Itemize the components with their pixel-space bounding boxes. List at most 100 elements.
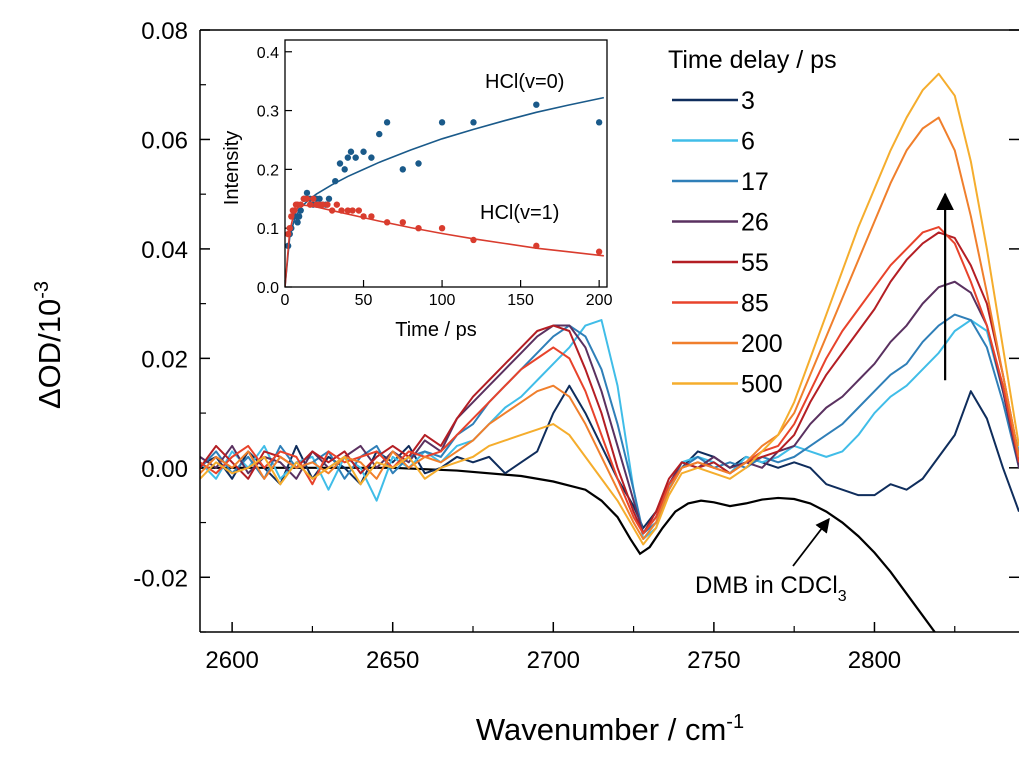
inset-point-1 <box>338 207 345 214</box>
inset-point-0 <box>533 101 540 108</box>
series-line-85 <box>200 226 1019 535</box>
series-line-200 <box>200 116 1019 540</box>
reference-label: DMB in CDCl3 <box>695 572 847 605</box>
y-axis-title: ΔOD/10-3 <box>31 281 67 409</box>
inset-point-0 <box>347 148 355 155</box>
inset-point-0 <box>294 219 301 226</box>
inset-series-label-v0: HCl(v=0) <box>485 71 564 93</box>
inset-point-0 <box>399 166 407 173</box>
y-tick-label: 0.08 <box>141 18 188 45</box>
inset-point-1 <box>399 219 407 226</box>
series-line-26 <box>200 280 1019 535</box>
legend-label-55: 55 <box>741 249 769 277</box>
legend-label-6: 6 <box>741 128 755 156</box>
inset-point-1 <box>368 213 375 220</box>
legend-title: Time delay / ps <box>668 46 837 74</box>
series-lines <box>200 72 1019 546</box>
y-tick-label: 0.02 <box>141 346 188 373</box>
x-tick-label: 2800 <box>848 647 901 674</box>
series-line-55 <box>200 231 1019 535</box>
x-tick-label: 2600 <box>205 647 258 674</box>
inset-point-1 <box>328 207 336 214</box>
inset-point-0 <box>297 207 304 214</box>
inset-point-1 <box>333 201 341 208</box>
series-line-500 <box>200 72 1019 546</box>
inset-point-0 <box>316 195 323 202</box>
inset-point-0 <box>438 119 446 126</box>
inset-point-1 <box>297 201 304 208</box>
x-tick-label: 2700 <box>527 647 580 674</box>
inset-point-1 <box>291 207 298 214</box>
x-tick-label: 2650 <box>366 647 419 674</box>
inset-point-0 <box>332 177 339 185</box>
inset-point-1 <box>349 207 356 214</box>
reference-line <box>200 466 937 632</box>
legend-label-200: 200 <box>741 330 783 358</box>
inset-point-0 <box>415 160 422 167</box>
inset-series-label-v1: HCl(v=1) <box>480 202 559 224</box>
inset-y-tick-label: 0.1 <box>257 221 279 238</box>
inset-y-tick-label: 0.0 <box>257 280 279 297</box>
inset-point-0 <box>383 119 391 126</box>
series-line-17 <box>200 313 1019 535</box>
inset-point-0 <box>368 154 375 161</box>
inset-point-1 <box>360 213 367 220</box>
inset-point-0 <box>336 160 344 167</box>
inset-point-1 <box>595 248 603 255</box>
inset-point-1 <box>415 224 422 232</box>
inset-y-tick-label: 0.2 <box>257 162 279 179</box>
x-tick-label: 2750 <box>687 647 740 674</box>
inset-axis-ticks: 0 50 100 150 200 0.0 0.1 0.2 0.3 0.4 <box>257 45 613 309</box>
inset-plot <box>285 96 605 287</box>
inset-point-1 <box>306 201 314 208</box>
inset-point-1 <box>438 224 446 232</box>
inset-x-tick-label: 100 <box>429 292 456 309</box>
series-line-6 <box>200 319 1019 540</box>
inset-point-1 <box>355 207 363 214</box>
inset-point-0 <box>376 130 383 138</box>
inset-point-1 <box>285 230 292 238</box>
inset-chart: 0 50 100 150 200 0.0 0.1 0.2 0.3 0.4 Time / ps In… <box>221 39 613 341</box>
main-frame <box>199 29 1019 633</box>
inset-point-1 <box>303 195 311 202</box>
inset-point-1 <box>383 219 391 226</box>
reference-spectrum <box>200 466 937 632</box>
inset-x-tick-label: 50 <box>355 292 373 309</box>
main-axis-ticks: 2600 2650 2700 2750 2800-0.020.000.020.040.0… <box>133 18 1019 674</box>
x-axis-title: Wavenumber / cm-1 <box>476 711 744 747</box>
y-tick-label: 0.00 <box>141 456 188 483</box>
inset-point-0 <box>344 154 352 161</box>
inset-point-0 <box>360 148 367 155</box>
inset-point-0 <box>341 166 348 173</box>
legend-label-500: 500 <box>741 371 783 399</box>
inset-point-1 <box>286 224 293 232</box>
inset-x-tick-label: 150 <box>507 292 534 309</box>
inset-point-1 <box>533 242 540 250</box>
legend-label-26: 26 <box>741 209 769 237</box>
inset-point-1 <box>324 201 331 208</box>
inset-y-axis-title: Intensity <box>221 131 243 205</box>
inset-point-0 <box>303 189 311 197</box>
inset-point-0 <box>470 119 477 126</box>
inset-point-0 <box>595 119 603 126</box>
legend: 3 6 17 26 55 85 200 500 <box>672 87 783 399</box>
inset-point-1 <box>288 213 295 220</box>
y-tick-label: 0.04 <box>141 237 188 264</box>
legend-label-17: 17 <box>741 168 769 196</box>
y-tick-label: -0.02 <box>133 565 188 592</box>
inset-point-0 <box>325 195 333 202</box>
inset-point-1 <box>319 201 326 208</box>
inset-point-1 <box>344 207 352 214</box>
legend-label-3: 3 <box>741 87 755 115</box>
inset-point-0 <box>352 154 359 161</box>
y-tick-label: 0.06 <box>141 127 188 154</box>
inset-x-axis-title: Time / ps <box>395 319 477 341</box>
inset-y-tick-label: 0.4 <box>257 45 279 62</box>
legend-label-85: 85 <box>741 290 769 318</box>
inset-point-1 <box>310 195 317 202</box>
inset-frame <box>284 39 608 288</box>
annotation-arrows <box>792 192 954 567</box>
reference-pointer-arrow <box>792 517 830 567</box>
